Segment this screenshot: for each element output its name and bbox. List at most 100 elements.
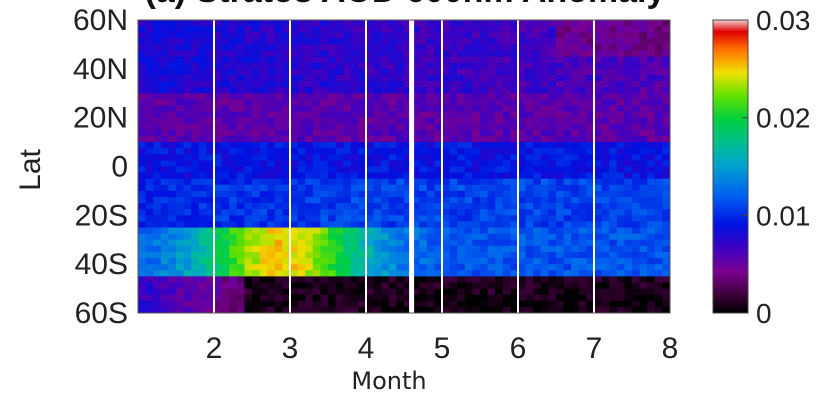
heatmap-cell [350,239,359,247]
heatmap-cell [594,81,603,88]
heatmap-cell [571,148,580,155]
heatmap-cell [297,74,306,82]
heatmap-cell [358,178,367,186]
heatmap-cell [259,221,268,229]
heatmap-cell [487,56,496,64]
heatmap-cell [153,38,162,46]
heatmap-cell [176,215,185,223]
heatmap-cell [449,276,458,284]
heatmap-cell [571,44,580,52]
heatmap-cell [160,87,169,94]
heatmap-cell [487,166,496,174]
heatmap-cell [290,148,299,155]
heatmap-cell [540,227,549,235]
heatmap-cell [350,20,359,27]
heatmap-cell [198,129,207,137]
heatmap-cell [145,227,154,235]
heatmap-cell [518,129,527,137]
heatmap-cell [434,184,443,192]
heatmap-cell [176,184,185,192]
heatmap-cell [419,215,428,223]
heatmap-cell [578,276,587,284]
heatmap-cell [662,245,670,253]
heatmap-cell [297,203,306,210]
heatmap-cell [563,87,572,94]
heatmap-cell [328,123,337,131]
heatmap-cell [305,239,314,247]
heatmap-cell [411,203,420,210]
heatmap-cell [396,270,405,277]
heatmap-cell [305,148,314,155]
heatmap-cell [145,20,154,27]
heatmap-cell [198,148,207,155]
heatmap-cell [442,56,451,64]
heatmap-cell [495,32,504,39]
heatmap-cell [480,166,489,174]
heatmap-cell [571,270,580,277]
heatmap-cell [480,117,489,125]
heatmap-cell [525,148,534,155]
heatmap-cell [335,190,344,198]
x-tick-label: 2 [206,332,223,365]
heatmap-cell [594,26,603,33]
heatmap-cell [396,135,405,143]
heatmap-cell [548,111,557,119]
heatmap-cell [381,264,390,271]
heatmap-cell [464,300,473,308]
heatmap-cell [662,135,670,143]
heatmap-cell [586,129,595,137]
heatmap-cell [472,203,481,210]
heatmap-cell [373,276,382,284]
heatmap-cell [229,209,238,216]
heatmap-cell [343,142,352,149]
heatmap-cell [464,276,473,284]
x-tick-label: 3 [282,332,299,365]
heatmap-cell [434,129,443,137]
heatmap-cell [502,129,511,137]
heatmap-cell [191,105,200,113]
heatmap-cell [540,203,549,210]
heatmap-cell [191,154,200,161]
heatmap-cell [388,99,397,107]
heatmap-cell [594,245,603,253]
heatmap-cell [267,245,276,253]
heatmap-cell [556,190,565,198]
heatmap-cell [616,105,625,113]
heatmap-cell [297,135,306,143]
heatmap-cell [252,190,261,198]
heatmap-cell [312,184,321,192]
heatmap-cell [282,245,291,253]
heatmap-cell [449,38,458,46]
heatmap-cell [320,209,329,216]
heatmap-cell [449,56,458,64]
heatmap-cell [366,233,375,241]
heatmap-cell [419,282,428,290]
heatmap-cell [138,251,147,259]
heatmap-cell [282,258,291,265]
heatmap-cell [259,154,268,161]
heatmap-cell [168,32,177,39]
heatmap-cell [259,117,268,125]
heatmap-cell [419,160,428,168]
heatmap-cell [525,166,534,174]
heatmap-cell [556,26,565,33]
heatmap-cell [282,190,291,198]
heatmap-cell [350,32,359,39]
heatmap-cell [373,184,382,192]
heatmap-cell [358,184,367,192]
heatmap-cell [533,276,542,284]
heatmap-cell [624,148,633,155]
heatmap-cell [358,215,367,223]
heatmap-cell [366,87,375,94]
heatmap-cell [373,166,382,174]
heatmap-cell [632,221,641,229]
heatmap-cell [525,87,534,94]
heatmap-cell [221,154,230,161]
heatmap-cell [434,135,443,143]
heatmap-cell [563,184,572,192]
heatmap-cell [639,148,648,155]
heatmap-cell [176,294,185,302]
heatmap-cell [578,50,587,58]
heatmap-cell [609,135,618,143]
heatmap-cell [639,32,648,39]
